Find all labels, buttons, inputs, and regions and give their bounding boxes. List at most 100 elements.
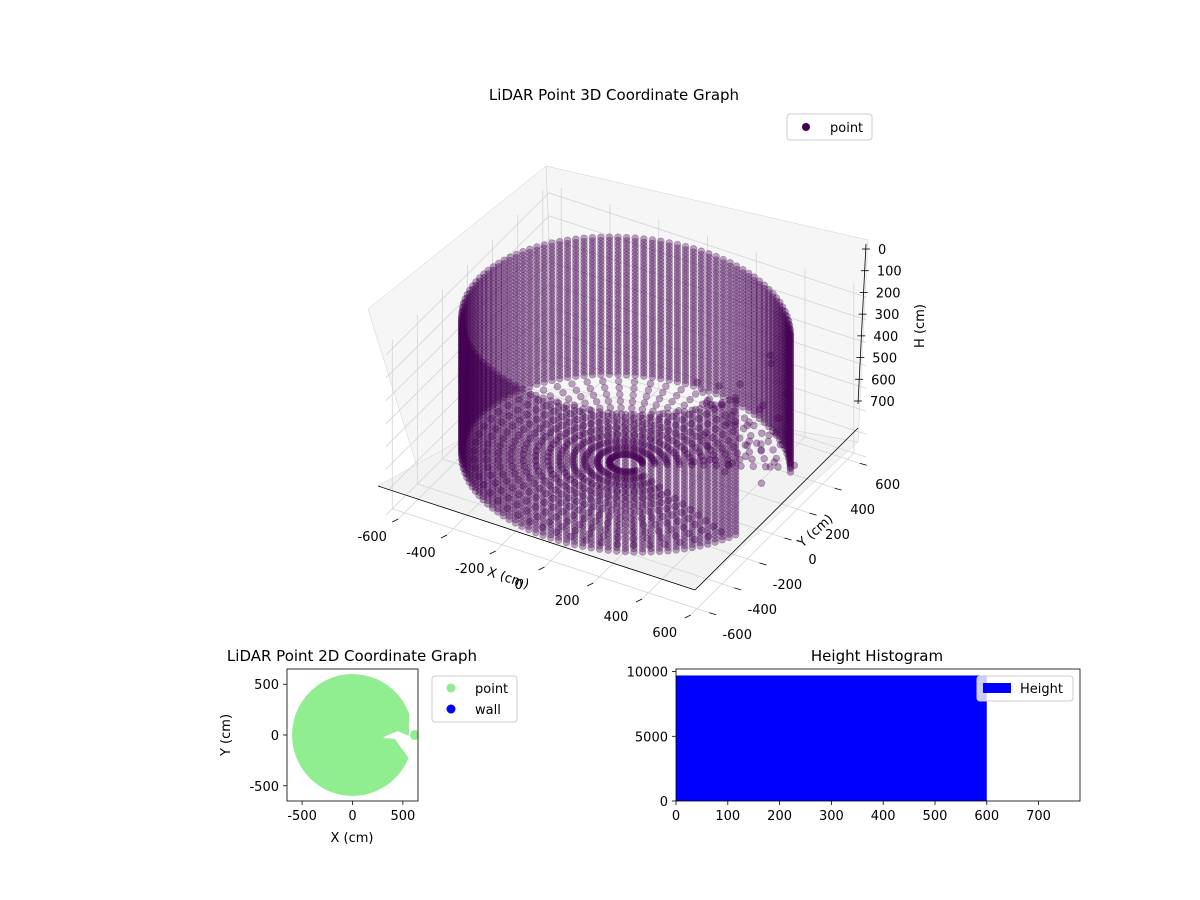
plot3d-point bbox=[580, 371, 588, 380]
plot3d-height-gridline bbox=[385, 215, 867, 379]
plot3d-point bbox=[585, 405, 594, 414]
plot3d-point bbox=[469, 340, 477, 349]
plot3d-point bbox=[469, 309, 477, 318]
plot3d-point bbox=[472, 336, 480, 344]
plot3d-point bbox=[741, 452, 750, 460]
plot3d-point bbox=[724, 419, 732, 427]
plot3d-point bbox=[604, 546, 612, 554]
plot3d-title: LiDAR Point 3D Coordinate Graph bbox=[489, 86, 739, 104]
plot3d-point bbox=[686, 395, 694, 404]
plot3d-point bbox=[463, 352, 471, 360]
plot3d-point bbox=[617, 507, 625, 516]
plot3d-point bbox=[476, 305, 484, 313]
plot3d-point bbox=[645, 493, 653, 502]
plot3d-point bbox=[476, 315, 484, 323]
plot3d-point bbox=[476, 342, 484, 351]
plot3d-point bbox=[559, 404, 568, 412]
plot3d-point bbox=[567, 532, 575, 541]
plot3d-point bbox=[605, 370, 614, 378]
plot3d-point bbox=[463, 373, 471, 381]
plot3d-point bbox=[472, 322, 480, 331]
plot3d-point bbox=[572, 372, 580, 380]
plot3d-point bbox=[461, 298, 469, 307]
plot3d-point bbox=[499, 470, 507, 478]
plot3d-point bbox=[712, 415, 721, 424]
plot3d-point bbox=[463, 325, 471, 333]
plot3d-point bbox=[499, 435, 507, 443]
plot3d-point bbox=[608, 410, 616, 419]
plot3d-point bbox=[476, 332, 484, 340]
plot3d-point bbox=[525, 420, 534, 428]
plot3d-point bbox=[587, 544, 595, 552]
plot3d-point bbox=[463, 328, 471, 336]
plot3d-point bbox=[463, 345, 471, 354]
plot3d-point bbox=[476, 312, 484, 320]
plot3d-point bbox=[472, 288, 480, 296]
plot3d-point bbox=[466, 303, 474, 312]
plot3d-point bbox=[469, 285, 477, 294]
plot3d-point bbox=[588, 523, 597, 532]
plot3d-point bbox=[466, 420, 474, 428]
plot3d-point bbox=[748, 455, 756, 463]
plot3d-point bbox=[703, 420, 712, 428]
plot3d-point bbox=[461, 350, 469, 358]
plot3d-point bbox=[469, 374, 477, 383]
plot3d-point bbox=[579, 542, 587, 550]
plot3d-point bbox=[709, 522, 718, 530]
plot3d-point bbox=[476, 291, 484, 299]
plot3d-point bbox=[461, 319, 469, 327]
plot3d-point bbox=[466, 286, 474, 294]
plot3d-point bbox=[721, 468, 729, 476]
plot3d-point bbox=[651, 520, 660, 529]
plot3d-point bbox=[776, 441, 784, 449]
plot3d-point bbox=[525, 525, 533, 534]
plot3d-point bbox=[659, 409, 667, 418]
plot3d-point bbox=[649, 500, 658, 508]
plot3d-point bbox=[671, 502, 679, 511]
plot3d-point bbox=[469, 398, 477, 407]
plot3d-point bbox=[566, 410, 574, 418]
plot3d-point bbox=[463, 397, 471, 405]
plot3d-point bbox=[472, 364, 480, 372]
plot3d-point bbox=[511, 519, 520, 527]
plot3d-point bbox=[463, 362, 471, 371]
plot3d-point bbox=[508, 422, 517, 430]
plot3d-point bbox=[725, 436, 733, 445]
plot3d-point bbox=[711, 538, 719, 546]
plot3d-point bbox=[461, 322, 469, 331]
plot3d-point bbox=[601, 525, 610, 534]
plot3d-point bbox=[466, 307, 474, 315]
plot3d-point bbox=[563, 373, 572, 382]
plot3d-point bbox=[570, 540, 579, 549]
plot3d-point bbox=[549, 494, 557, 502]
plot3d-point bbox=[466, 365, 474, 373]
plot3d-point bbox=[704, 532, 713, 540]
plot3d-point bbox=[565, 418, 573, 426]
plot3d-point bbox=[535, 484, 544, 493]
plot3d-point bbox=[503, 428, 511, 436]
plot3d-point bbox=[640, 372, 648, 380]
plot3d-point bbox=[466, 416, 474, 425]
plot3d-point bbox=[495, 408, 503, 416]
plot3d-point bbox=[680, 545, 689, 553]
plot3d-point bbox=[476, 356, 484, 364]
plot3d-point bbox=[469, 392, 477, 400]
plot3d-point bbox=[547, 534, 555, 542]
plot3d-point bbox=[476, 411, 484, 419]
plot3d-point bbox=[555, 375, 564, 383]
plot3d-point bbox=[602, 390, 611, 399]
plot3d-point bbox=[598, 425, 607, 433]
plot3d-point bbox=[508, 484, 516, 492]
plot3d-point bbox=[466, 358, 474, 366]
plot3d-point bbox=[715, 382, 723, 390]
plot3d-point bbox=[472, 285, 480, 293]
plot3d-floor-gridline bbox=[641, 436, 806, 600]
plot3d-point bbox=[648, 514, 656, 522]
plot3d-point bbox=[564, 395, 573, 403]
plot3d-point bbox=[472, 438, 480, 446]
plot3d: LiDAR Point 3D Coordinate Graph -600-400… bbox=[357, 86, 928, 643]
plot3d-point bbox=[639, 426, 647, 434]
plot3d-point bbox=[513, 500, 521, 509]
plot3d-point bbox=[733, 449, 741, 457]
plot3d-point bbox=[466, 382, 474, 390]
